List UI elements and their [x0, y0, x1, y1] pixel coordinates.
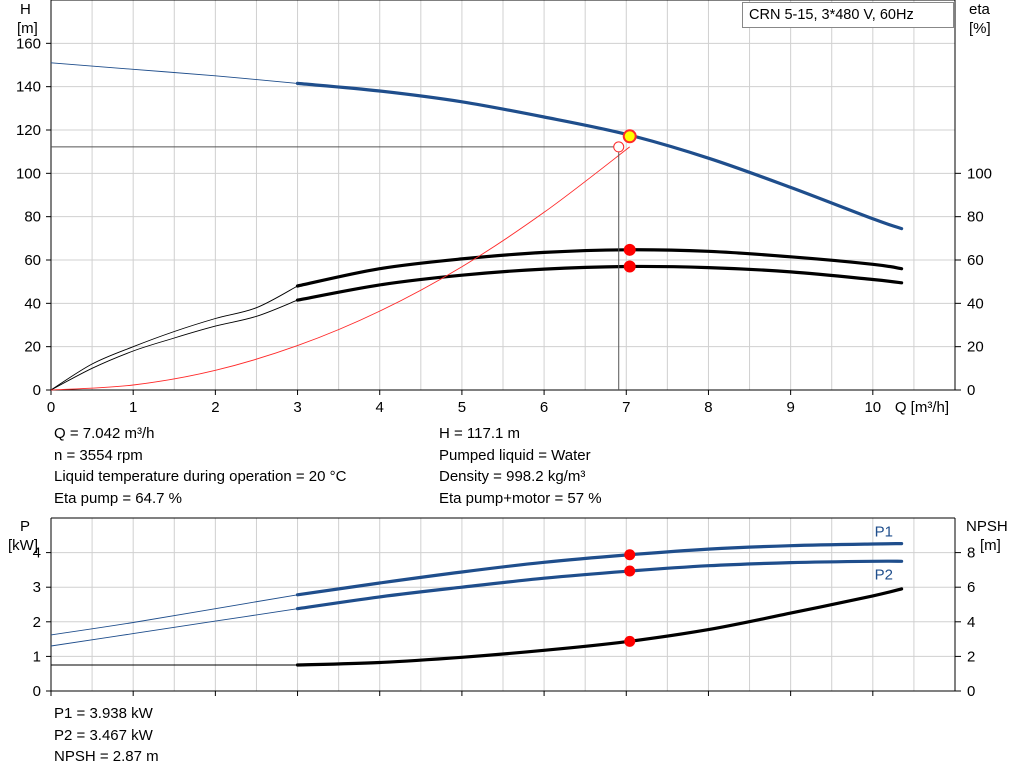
info-q: Q = 7.042 m³/h: [54, 425, 155, 442]
y-tick-label-left: 4: [33, 545, 41, 562]
x-tick-label: 3: [293, 399, 301, 416]
y-tick-label-left: 40: [24, 295, 41, 312]
info-npsh: NPSH = 2.87 m: [54, 748, 159, 765]
y-axis-label-left: P: [20, 518, 30, 535]
series-label-p2: P2: [875, 566, 893, 583]
series-line-p2: [295, 559, 904, 611]
bottom-info: P1 = 3.938 kW P2 = 3.467 kW NPSH = 2.87 …: [54, 703, 159, 768]
npsh-marker: [624, 635, 636, 647]
info-density: Density = 998.2 kg/m³: [439, 468, 586, 485]
info-temp: Liquid temperature during operation = 20…: [54, 468, 347, 485]
series-line-h-extrapolated: [50, 62, 298, 84]
y-tick-label-left: 60: [24, 252, 41, 269]
y-tick-label-right: 80: [967, 209, 984, 226]
x-tick-label: 1: [129, 399, 137, 416]
y-tick-label-left: 0: [33, 683, 41, 700]
y-tick-label-right: 60: [967, 252, 984, 269]
y-axis-unit-right: [%]: [969, 20, 991, 37]
y-tick-label-left: 20: [24, 339, 41, 356]
y-axis-label-right: NPSH: [966, 518, 1008, 535]
x-tick-label: 7: [622, 399, 630, 416]
y-tick-label-left: 1: [33, 648, 41, 665]
head-efficiency-chart: 0 20 40 60 80 100 120 140 160 0 20 40 60 80 100 0 1 2 3 4 5 6…: [16, 0, 992, 416]
y-tick-label-right: 4: [967, 614, 975, 631]
x-tick-label: 5: [458, 399, 466, 416]
y-tick-label-left: 2: [33, 614, 41, 631]
series-line-eta-pump-extrapolated: [50, 285, 298, 391]
x-tick-label: 10: [864, 399, 881, 416]
y-tick-label-right: 6: [967, 579, 975, 596]
x-tick-label: 8: [704, 399, 712, 416]
y-tick-label-left: 3: [33, 579, 41, 596]
x-tick-label: 6: [540, 399, 548, 416]
y-tick-label-right: 40: [967, 295, 984, 312]
series-line-npsh: [295, 587, 904, 667]
y-tick-label-left: 0: [33, 382, 41, 399]
x-tick-label: 2: [211, 399, 219, 416]
y-tick-label-right: 100: [967, 165, 992, 182]
y-tick-label-right: 0: [967, 683, 975, 700]
operating-point-marker: [622, 129, 637, 144]
system-curve-marker: [613, 141, 625, 153]
y-axis-label-left: H: [20, 1, 31, 18]
series-line-system-curve: [50, 146, 630, 391]
series-line-p2-extrapolated: [50, 608, 298, 647]
y-tick-label-left: 100: [16, 165, 41, 182]
x-tick-label: 4: [376, 399, 384, 416]
y-tick-label-left: 120: [16, 122, 41, 139]
y-tick-label-right: 8: [967, 545, 975, 562]
series-line-eta-pump-motor: [295, 264, 904, 302]
x-tick-label: 0: [47, 399, 55, 416]
pump-name-box: CRN 5-15, 3*480 V, 60Hz: [742, 2, 954, 28]
power-npsh-chart: 0 1 2 3 4 0 2 4 6 8 P [kW] NPSH [m] P1 P2: [8, 517, 1008, 700]
series-line-p1-extrapolated: [50, 594, 298, 636]
info-liquid: Pumped liquid = Water: [439, 446, 591, 464]
top-info-left: Q = 7.042 m³/h n = 3554 rpm Liquid tempe…: [54, 423, 346, 509]
y-tick-label-right: 0: [967, 382, 975, 399]
info-eta-total: Eta pump+motor = 57 %: [439, 489, 602, 507]
series-line-h: [295, 81, 904, 231]
info-n: n = 3554 rpm: [54, 446, 143, 464]
x-tick-label: 9: [786, 399, 794, 416]
info-p1: P1 = 3.938 kW: [54, 705, 153, 722]
y-tick-label-right: 2: [967, 648, 975, 665]
y-axis-unit-left: [kW]: [8, 537, 38, 554]
info-p2: P2 = 3.467 kW: [54, 726, 153, 744]
y-tick-label-right: 20: [967, 339, 984, 356]
y-axis-label-right: eta: [969, 1, 991, 18]
y-tick-label-left: 140: [16, 79, 41, 96]
series-label-p1: P1: [875, 524, 893, 541]
y-axis-unit-left: [m]: [17, 20, 38, 37]
y-axis-unit-right: [m]: [980, 537, 1001, 554]
x-axis-label: Q [m³/h]: [895, 399, 949, 416]
info-h: H = 117.1 m: [439, 425, 521, 442]
info-eta-pump: Eta pump = 64.7 %: [54, 489, 182, 507]
series-line-eta-pump-motor-extrapolated: [50, 299, 298, 391]
top-info-right: H = 117.1 m Pumped liquid = Water Densit…: [439, 423, 602, 509]
eta-total-marker: [623, 260, 636, 273]
pump-name: CRN 5-15, 3*480 V, 60Hz: [749, 7, 914, 23]
y-tick-label-left: 160: [16, 35, 41, 52]
eta-pump-marker: [623, 243, 636, 256]
p1-marker: [624, 549, 636, 561]
y-tick-label-left: 80: [24, 209, 41, 226]
p2-marker: [624, 565, 636, 577]
